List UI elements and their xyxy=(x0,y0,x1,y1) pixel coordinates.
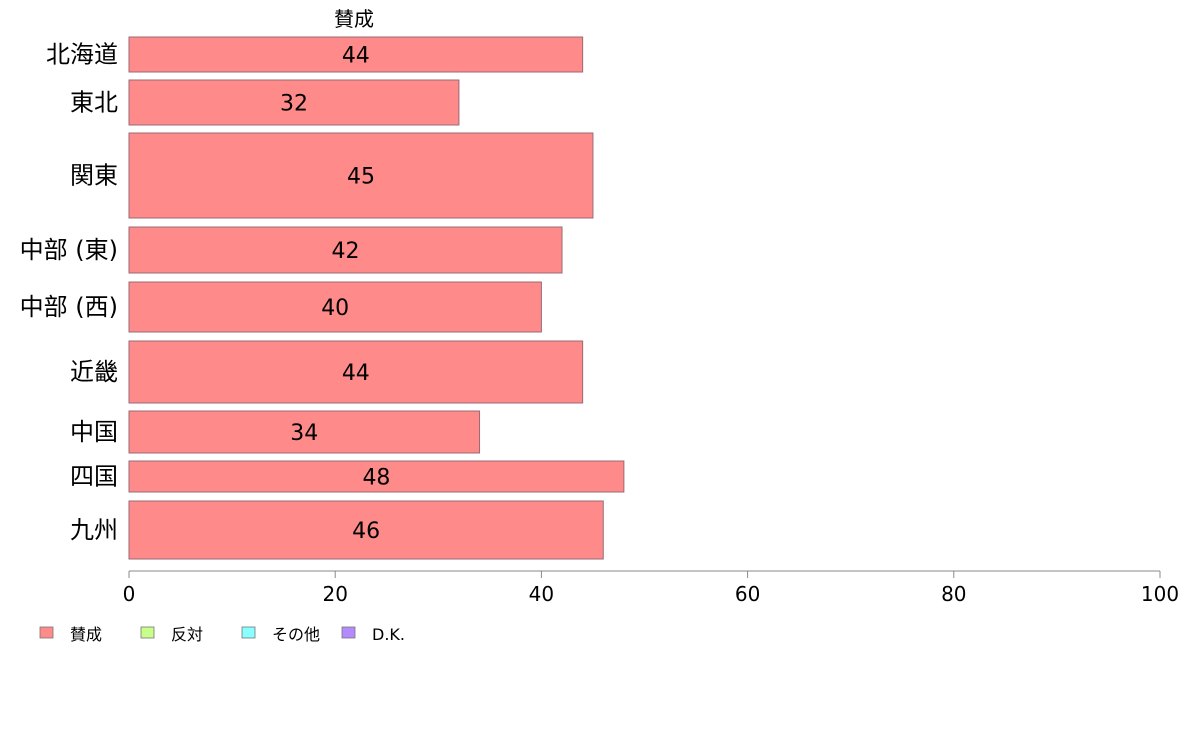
bar-value-label: 32 xyxy=(280,92,308,117)
bar-value-label: 45 xyxy=(347,165,375,190)
legend-label: D.K. xyxy=(372,625,405,644)
legend-label: 賛成 xyxy=(70,625,102,644)
bar xyxy=(128,132,594,219)
bar-group: 中部 (東) 42 xyxy=(20,226,563,274)
x-tick-label: 40 xyxy=(529,582,554,606)
legend-item: 反対 xyxy=(140,625,203,644)
legend-item: D.K. xyxy=(341,625,405,644)
bar-value-label: 40 xyxy=(321,296,349,321)
bar xyxy=(128,36,584,73)
category-label: 九州 xyxy=(70,516,118,544)
x-tick-label: 20 xyxy=(322,582,347,606)
bars-layer: 北海道 44 東北 32 関東 45 中部 (東) 42 中部 (西) 40 近畿 44 中国 34 四国 4… xyxy=(20,36,625,560)
bar-value-label: 44 xyxy=(342,361,370,386)
bar xyxy=(128,460,625,493)
bar xyxy=(128,340,584,404)
panel-title: 賛成 xyxy=(334,7,374,31)
bar-group: 中部 (西) 40 xyxy=(20,281,542,333)
category-label: 中部 (東) xyxy=(20,236,118,264)
bar xyxy=(128,79,460,126)
bar-group: 近畿 44 xyxy=(70,340,584,404)
bar-value-label: 46 xyxy=(352,519,380,544)
legend-swatch xyxy=(39,626,54,639)
legend-item: 賛成 xyxy=(39,625,102,644)
x-tick-label: 100 xyxy=(1141,582,1179,606)
bar-group: 関東 45 xyxy=(70,132,594,219)
x-tick-label: 0 xyxy=(123,582,136,606)
x-tick-label: 60 xyxy=(735,582,760,606)
bar-value-label: 42 xyxy=(332,239,360,264)
legend-swatch xyxy=(341,626,356,639)
bar xyxy=(128,226,563,274)
legend-swatch xyxy=(140,626,155,639)
legend: 賛成 反対 その他 D.K. xyxy=(39,625,405,644)
bar-value-label: 48 xyxy=(362,466,390,491)
bar xyxy=(128,410,481,454)
x-tick-label: 80 xyxy=(941,582,966,606)
category-label: 関東 xyxy=(70,162,118,190)
category-label: 北海道 xyxy=(46,41,118,69)
bar-value-label: 34 xyxy=(290,421,318,446)
bar-value-label: 44 xyxy=(342,44,370,69)
legend-label: その他 xyxy=(272,625,320,644)
legend-label: 反対 xyxy=(171,625,203,644)
bar-group: 四国 48 xyxy=(70,460,625,493)
x-axis: 0 20 40 60 80 100 xyxy=(123,570,1179,606)
category-label: 中部 (西) xyxy=(20,293,118,321)
category-label: 東北 xyxy=(70,89,118,117)
bar-group: 東北 32 xyxy=(70,79,460,126)
category-label: 中国 xyxy=(70,418,118,446)
bar-group: 北海道 44 xyxy=(46,36,584,73)
category-label: 四国 xyxy=(70,463,118,491)
legend-swatch xyxy=(241,626,256,639)
category-label: 近畿 xyxy=(70,358,118,386)
bar-group: 中国 34 xyxy=(70,410,481,454)
legend-item: その他 xyxy=(241,625,320,644)
bar xyxy=(128,500,604,560)
bar xyxy=(128,281,542,333)
bar-group: 九州 46 xyxy=(70,500,604,560)
